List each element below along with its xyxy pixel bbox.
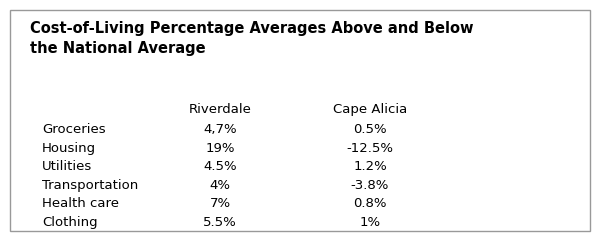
Text: Riverdale: Riverdale xyxy=(188,103,251,116)
Text: 4.5%: 4.5% xyxy=(203,160,237,173)
Text: 7%: 7% xyxy=(209,197,230,210)
Text: 19%: 19% xyxy=(205,141,235,154)
Text: Groceries: Groceries xyxy=(42,123,106,136)
Text: Utilities: Utilities xyxy=(42,160,92,173)
Text: Transportation: Transportation xyxy=(42,179,138,192)
Text: Health care: Health care xyxy=(42,197,119,210)
Text: 1%: 1% xyxy=(359,215,380,228)
Text: 4,7%: 4,7% xyxy=(203,123,237,136)
Text: 0.8%: 0.8% xyxy=(353,197,387,210)
Text: -3.8%: -3.8% xyxy=(351,179,389,192)
Text: Cost-of-Living Percentage Averages Above and Below
the National Average: Cost-of-Living Percentage Averages Above… xyxy=(30,21,473,56)
Text: 1.2%: 1.2% xyxy=(353,160,387,173)
Text: 4%: 4% xyxy=(209,179,230,192)
Text: -12.5%: -12.5% xyxy=(347,141,394,154)
Text: 0.5%: 0.5% xyxy=(353,123,387,136)
Text: Housing: Housing xyxy=(42,141,96,154)
Text: Clothing: Clothing xyxy=(42,215,98,228)
Text: 5.5%: 5.5% xyxy=(203,215,237,228)
Text: Cape Alicia: Cape Alicia xyxy=(333,103,407,116)
